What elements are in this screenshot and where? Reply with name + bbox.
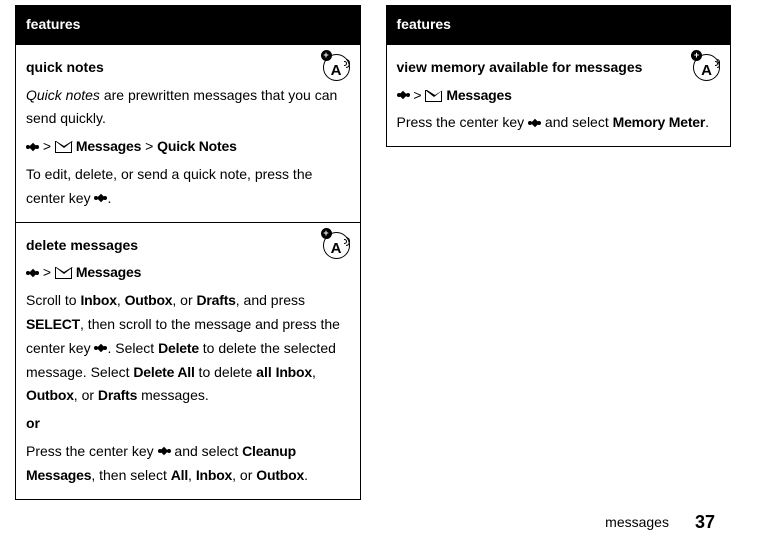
nav-key-icon [397,89,410,102]
delete-title: delete messages [26,234,350,258]
right-table: features +A view memory available for me… [386,5,732,147]
network-icon: +A [693,54,720,81]
delete-messages-cell: +A delete messages > Messages Scroll to … [16,222,361,499]
memory-instr: Press the center key and select Memory M… [397,111,721,135]
memory-cell: +A view memory available for messages > … [386,44,731,146]
right-header: features [386,6,731,45]
left-column: features +A quick notes Quick notes are … [15,5,361,500]
nav-key-icon [94,342,107,355]
delete-instr2: Press the center key and select Cleanup … [26,440,350,488]
left-table: features +A quick notes Quick notes are … [15,5,361,500]
envelope-icon [425,90,442,102]
nav-key-icon [528,116,541,129]
page-number: 37 [695,512,715,532]
network-icon: +A [323,54,350,81]
delete-instr1: Scroll to Inbox, Outbox, or Drafts, and … [26,289,350,408]
envelope-icon [55,267,72,279]
quick-notes-path: > Messages > Quick Notes [26,135,350,159]
columns: features +A quick notes Quick notes are … [15,5,731,500]
delete-path: > Messages [26,261,350,285]
quick-notes-title: quick notes [26,56,350,80]
quick-notes-cell: +A quick notes Quick notes are prewritte… [16,44,361,222]
delete-or: or [26,412,350,436]
memory-title: view memory available for messages [397,56,721,80]
page-footer: messages 37 [605,512,715,533]
page: features +A quick notes Quick notes are … [0,0,761,547]
left-header: features [16,6,361,45]
memory-path: > Messages [397,84,721,108]
right-column: features +A view memory available for me… [386,5,732,500]
nav-key-icon [158,445,171,458]
nav-key-icon [94,192,107,205]
network-icon: +A [323,232,350,259]
footer-label: messages [605,514,669,530]
envelope-icon [55,141,72,153]
nav-key-icon [26,266,39,279]
quick-notes-desc: Quick notes are prewritten messages that… [26,84,350,132]
nav-key-icon [26,140,39,153]
quick-notes-instr: To edit, delete, or send a quick note, p… [26,163,350,211]
